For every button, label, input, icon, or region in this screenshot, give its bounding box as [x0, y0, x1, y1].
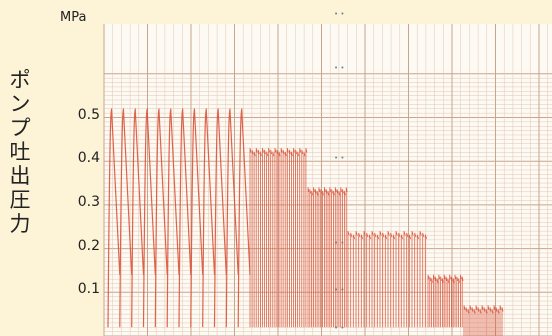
y-tick-label: 0.2: [77, 238, 100, 254]
y-tick-label: 0.4: [77, 150, 100, 166]
trace-segment-1: [107, 108, 251, 328]
roll-marker: • •: [334, 64, 344, 72]
y-axis-label-char: ポ: [9, 68, 31, 92]
trace-segment-3: [307, 187, 348, 328]
y-axis-label-char: 力: [9, 212, 31, 236]
y-axis-unit: MPa: [60, 10, 87, 25]
pressure-trace: [107, 108, 504, 336]
y-tick-label: 0.1: [77, 281, 100, 297]
roll-marker: • •: [334, 10, 344, 18]
y-axis-label-char: 出: [9, 164, 31, 188]
trace-segment-4: [347, 230, 428, 328]
y-axis-label: ポンプ吐出圧力: [8, 68, 32, 236]
trace-segment-6: [463, 305, 504, 336]
y-tick-label: 0.3: [77, 194, 100, 210]
roll-marker: • •: [334, 154, 344, 162]
roll-marker: • •: [334, 324, 344, 332]
y-axis-label-char: 圧: [9, 188, 31, 212]
y-tick-label: 0.5: [77, 107, 100, 123]
y-axis-label-char: ン: [9, 92, 31, 116]
trace-segment-5: [427, 274, 464, 328]
y-axis-label-char: プ: [9, 116, 31, 140]
y-axis-label-char: 吐: [9, 140, 31, 164]
trace-segment-2: [249, 148, 308, 328]
